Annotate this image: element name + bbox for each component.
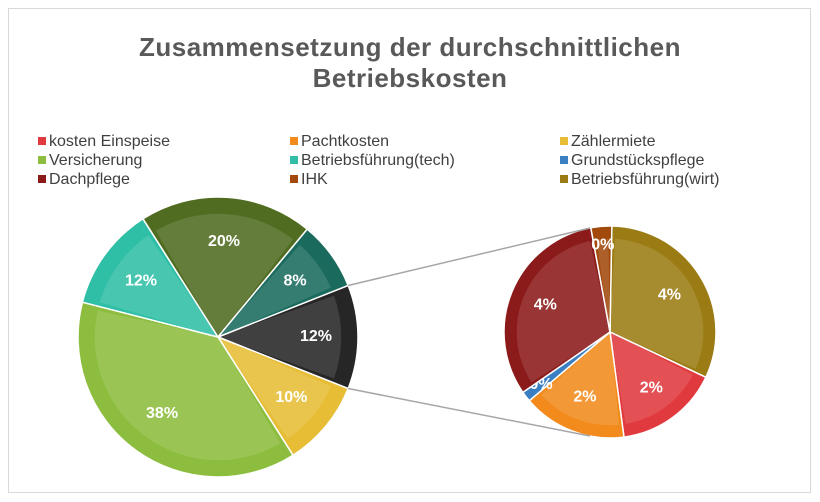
legend-label: Betriebsführung(tech)	[301, 152, 455, 169]
data-label: 8%	[283, 272, 306, 289]
data-label: 12%	[300, 328, 332, 345]
slice-highlight	[94, 310, 281, 461]
legend-swatch	[560, 156, 568, 164]
data-label: 0%	[591, 237, 614, 254]
legend-swatch	[560, 137, 568, 145]
pie-slice	[609, 330, 707, 438]
legend-label: Zählermiete	[571, 133, 656, 150]
legend-swatch	[38, 137, 46, 145]
connector-line	[348, 387, 591, 437]
legend-label: Versicherung	[49, 152, 142, 169]
legend-swatch	[290, 156, 298, 164]
slice-highlight	[610, 238, 704, 369]
legend-swatch	[290, 175, 298, 183]
slice-highlight	[99, 235, 218, 337]
legend-swatch	[38, 156, 46, 164]
pie-slice	[77, 301, 295, 478]
chart-title: Zusammensetzung der durchschnittlichen B…	[139, 32, 681, 93]
data-label: 4%	[658, 286, 681, 303]
legend-swatch	[560, 175, 568, 183]
slice-highlight	[516, 240, 610, 383]
pie-slice	[216, 335, 350, 457]
slice-highlight	[596, 238, 610, 332]
slice-highlight	[218, 295, 342, 379]
pie-slice	[141, 196, 309, 339]
legend-swatch	[290, 137, 298, 145]
legend-label: IHK	[301, 171, 328, 188]
pie-slice	[528, 330, 625, 439]
pie-slice	[217, 228, 350, 338]
pie-slice	[503, 226, 611, 394]
slice-highlight	[610, 332, 693, 424]
pie-slice	[81, 217, 220, 339]
pie-slice	[215, 284, 359, 390]
legend-label: Betriebsführung(wirt)	[571, 171, 720, 188]
legend-label: Grundstückspflege	[571, 152, 705, 169]
pie-slice	[609, 225, 717, 379]
legend-label: Pachtkosten	[301, 133, 389, 150]
data-label: 2%	[640, 380, 663, 397]
data-label: 2%	[573, 389, 596, 406]
legend-label: Dachpflege	[49, 171, 130, 188]
data-label: 4%	[534, 297, 557, 314]
data-label: 20%	[208, 233, 240, 250]
legend-label: kosten Einspeise	[49, 133, 170, 150]
slice-highlight	[541, 332, 620, 426]
connector-line	[347, 227, 591, 287]
chart-border	[8, 8, 811, 493]
data-label: 38%	[146, 405, 178, 422]
slice-highlight	[218, 337, 331, 439]
slice-highlight	[218, 244, 331, 337]
pie-slice	[589, 225, 613, 333]
data-label: 12%	[125, 272, 157, 289]
slice-highlight	[155, 213, 294, 337]
data-label: 10%	[275, 389, 307, 406]
legend-swatch	[38, 175, 46, 183]
